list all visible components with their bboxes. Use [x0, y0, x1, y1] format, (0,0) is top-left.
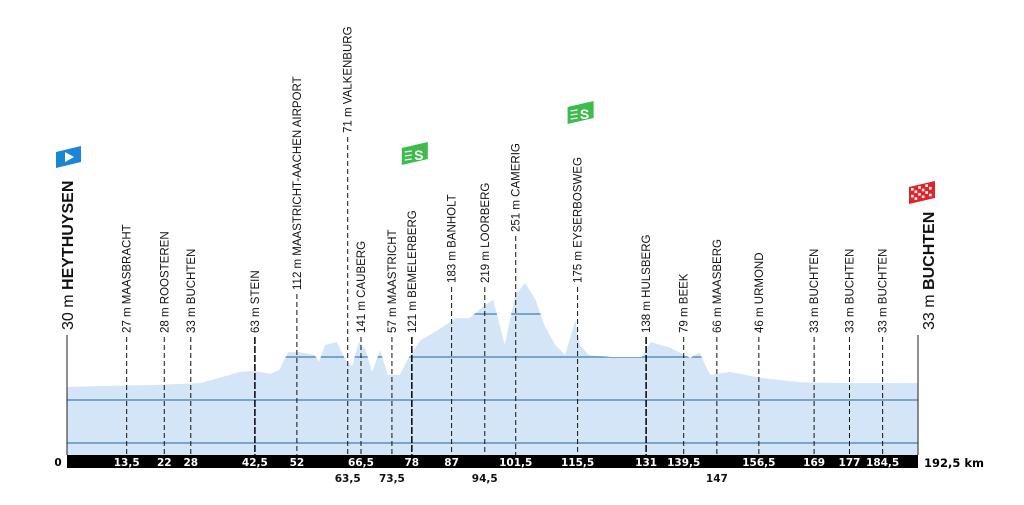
km-tick-label: 131: [635, 457, 657, 469]
marker-label: 121 m BEMELERBERG: [407, 210, 419, 333]
km-tick-label: 147: [706, 473, 728, 485]
marker-elevation: 63 m: [250, 307, 262, 333]
marker-label: 219 m LOORBERG: [480, 183, 492, 283]
km-tick-label: 66,5: [348, 457, 374, 469]
marker-name: CAUBERG: [356, 241, 368, 298]
marker-name: URMOND: [754, 252, 766, 304]
km-tick-label: 115,5: [561, 457, 594, 469]
marker-label: 33 m BUCHTEN: [186, 249, 198, 333]
start-label: 30 m HEYTHUYSEN: [60, 181, 77, 330]
marker-label: 251 m CAMERIG: [511, 143, 523, 232]
marker-label: 71 m VALKENBURG: [343, 26, 355, 133]
km-tick-label: 94,5: [472, 473, 498, 485]
marker-elevation: 183 m: [447, 251, 459, 283]
marker-elevation: 138 m: [641, 301, 653, 333]
km-tick-label: 63,5: [335, 473, 361, 485]
marker-name: BUCHTEN: [186, 249, 198, 305]
sprint-icon: S: [567, 101, 594, 124]
finish-km-label: 192,5 km: [924, 456, 984, 470]
marker-label: 183 m BANHOLT: [447, 194, 459, 283]
marker-label: 175 m EYSERBOSWEG: [573, 157, 585, 283]
km-tick-label: 52: [290, 457, 305, 469]
finish-elevation: 33 m: [921, 294, 938, 330]
marker-label: 28 m ROOSTEREN: [159, 231, 171, 333]
sprint-icon-label: S: [580, 106, 589, 122]
distance-axis-bar: [67, 455, 918, 468]
marker-elevation: 33 m: [878, 307, 890, 333]
elevation-profile-area: [67, 283, 918, 455]
finish-name: BUCHTEN: [921, 212, 938, 290]
marker-elevation: 46 m: [754, 307, 766, 333]
marker-name: BUCHTEN: [878, 249, 890, 305]
km-tick-label: 177: [839, 457, 861, 469]
km-tick-label: 78: [405, 457, 420, 469]
marker-elevation: 79 m: [679, 307, 691, 333]
marker-elevation: 33 m: [186, 307, 198, 333]
marker-name: BANHOLT: [447, 194, 459, 247]
km-tick-label: 139,5: [667, 457, 700, 469]
km-tick-label: 156,5: [742, 457, 775, 469]
marker-elevation: 28 m: [159, 307, 171, 333]
marker-name: VALKENBURG: [343, 26, 355, 104]
marker-name: MAASBERG: [712, 239, 724, 304]
marker-elevation: 27 m: [122, 307, 134, 333]
finish-label: 33 m BUCHTEN: [921, 212, 938, 330]
marker-elevation: 57 m: [387, 307, 399, 333]
marker-elevation: 33 m: [844, 307, 856, 333]
marker-elevation: 219 m: [480, 251, 492, 283]
sprint-icon: S: [401, 142, 428, 165]
km-tick-label: 28: [183, 457, 198, 469]
marker-name: BUCHTEN: [844, 249, 856, 305]
start-elevation: 30 m: [60, 294, 77, 330]
marker-elevation: 33 m: [809, 307, 821, 333]
marker-name: BEMELERBERG: [407, 210, 419, 298]
start-flag-icon: [56, 146, 81, 168]
marker-elevation: 112 m: [292, 259, 304, 290]
km-tick-label: 13,5: [114, 457, 140, 469]
marker-label: 79 m BEEK: [679, 273, 691, 333]
marker-elevation: 251 m: [511, 200, 523, 232]
km-tick-label: 22: [157, 457, 172, 469]
marker-name: MAASTRICHT: [387, 229, 399, 304]
marker-label: 57 m MAASTRICHT: [387, 229, 399, 333]
marker-name: BEEK: [679, 273, 691, 304]
km-tick-label: 87: [444, 457, 459, 469]
marker-name: MAASBRACHT: [122, 224, 134, 304]
marker-elevation: 66 m: [712, 307, 724, 333]
marker-name: ROOSTEREN: [159, 231, 171, 304]
marker-elevation: 121 m: [407, 301, 419, 333]
finish-checkered-flag-icon: [909, 181, 935, 204]
marker-label: 66 m MAASBERG: [712, 239, 724, 333]
marker-label: 33 m BUCHTEN: [809, 249, 821, 333]
marker-label: 33 m BUCHTEN: [878, 249, 890, 333]
marker-label: 112 m MAASTRICHT-AACHEN AIRPORT: [292, 76, 304, 290]
km-tick-label: 184,5: [866, 457, 899, 469]
markers: 27 m MAASBRACHT 28 m ROOSTEREN 33 m BUCHTE…: [122, 26, 890, 455]
km-tick-label: 101,5: [499, 457, 532, 469]
marker-label: 138 m HULSBERG: [641, 235, 653, 333]
km-tick-label: 73,5: [379, 473, 405, 485]
marker-label: 141 m CAUBERG: [356, 241, 368, 333]
marker-elevation: 141 m: [356, 301, 368, 333]
start-name: HEYTHUYSEN: [60, 181, 77, 290]
marker-label: 63 m STEIN: [250, 270, 262, 333]
km-tick-label: 169: [803, 457, 825, 469]
sprint-icon-label: S: [414, 147, 423, 163]
marker-name: HULSBERG: [641, 235, 653, 298]
marker-label: 46 m URMOND: [754, 252, 766, 333]
km-tick-label: 42,5: [242, 457, 268, 469]
start-km-label: 0: [54, 457, 61, 469]
marker-name: MAASTRICHT-AACHEN AIRPORT: [292, 76, 304, 255]
marker-label: 33 m BUCHTEN: [844, 249, 856, 333]
marker-name: BUCHTEN: [809, 249, 821, 305]
marker-elevation: 175 m: [573, 251, 585, 283]
marker-name: CAMERIG: [511, 143, 523, 197]
marker-name: STEIN: [250, 270, 262, 304]
marker-elevation: 71 m: [343, 107, 355, 133]
marker-name: LOORBERG: [480, 183, 492, 248]
marker-name: EYSERBOSWEG: [573, 157, 585, 248]
marker-label: 27 m MAASBRACHT: [122, 224, 134, 333]
